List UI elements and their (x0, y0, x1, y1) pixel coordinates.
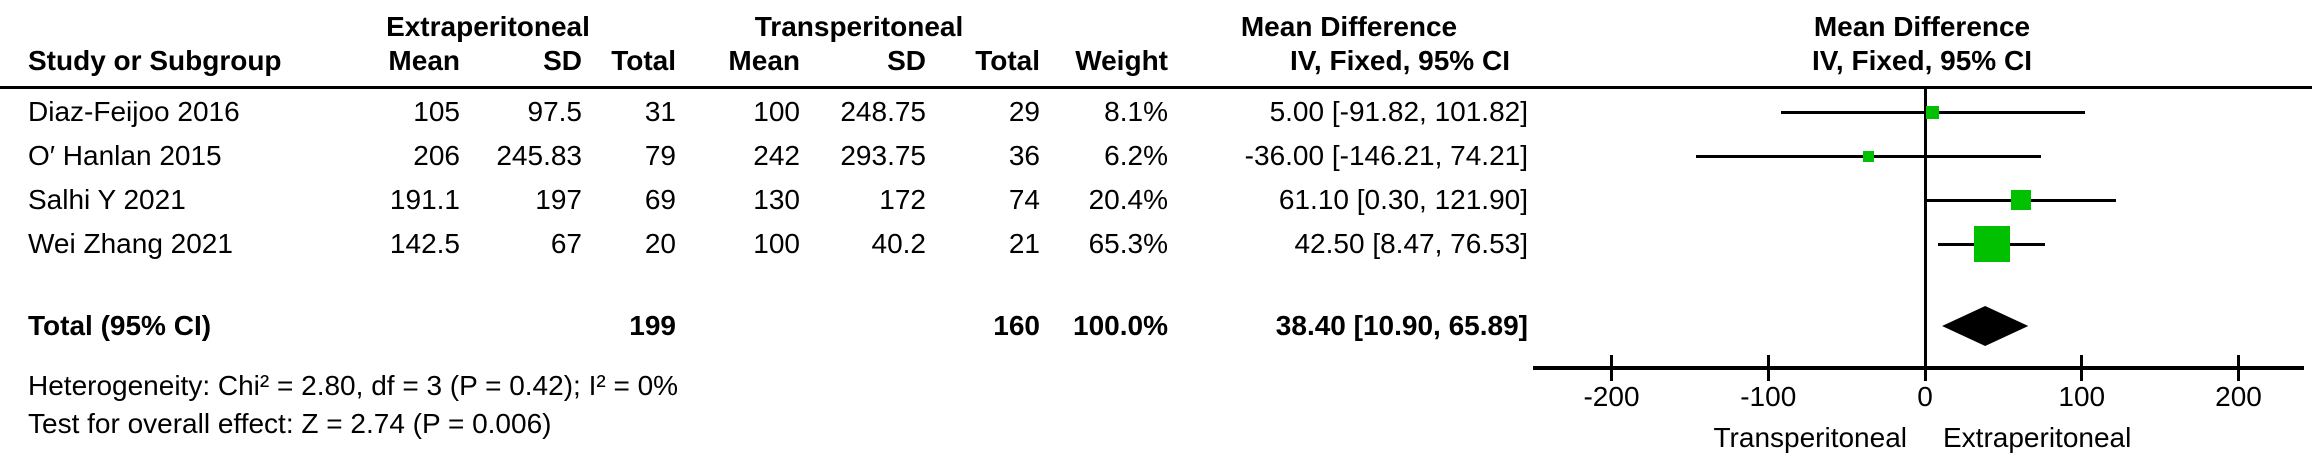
study-row: Diaz-Feijoo 2016 105 97.5 31 100 248.75 … (0, 90, 2312, 134)
total-extra-cell: 79 (644, 140, 676, 171)
study-row: Wei Zhang 2021 142.5 67 20 100 40.2 21 6… (0, 222, 2312, 266)
mean-trans-cell: 130 (753, 184, 800, 215)
total-trans-cell: 21 (1008, 228, 1040, 259)
axis-tick-label: 200 (2215, 381, 2262, 412)
mean-trans-cell: 100 (753, 96, 800, 127)
study-name: Diaz-Feijoo 2016 (28, 96, 240, 127)
mean-extra-cell: 206 (413, 140, 460, 171)
axis-tick (2237, 355, 2240, 381)
mean-extra-cell: 142.5 (389, 228, 460, 259)
weight-cell: 8.1% (1104, 96, 1168, 127)
col-header-study: Study or Subgroup (28, 45, 282, 76)
col-header-total-trans: Total (975, 45, 1040, 76)
axis-tick (1923, 355, 1927, 381)
total-trans-cell: 74 (1008, 184, 1040, 215)
ci-text-cell: 42.50 [8.47, 76.53] (1294, 228, 1528, 259)
col-header-mean-extra: Mean (388, 45, 460, 76)
axis-tick-label: -100 (1740, 381, 1797, 412)
total-trans-cell: 36 (1008, 140, 1040, 171)
mean-extra-cell: 191.1 (389, 184, 460, 215)
study-name: Wei Zhang 2021 (28, 228, 233, 259)
axis-label-left: Transperitoneal (1713, 422, 1907, 453)
group-header-transperitoneal: Transperitoneal (754, 11, 964, 42)
axis-tick-label: -200 (1583, 381, 1640, 412)
group-header-extraperitoneal: Extraperitoneal (386, 11, 590, 42)
total-extra-sum: 199 (629, 310, 676, 341)
total-weight: 100.0% (1073, 310, 1168, 341)
sd-extra-cell: 197 (535, 184, 582, 215)
effect-square (1863, 150, 1875, 162)
total-ci-text: 38.40 [10.90, 65.89] (1275, 310, 1528, 341)
ci-text-cell: 5.00 [-91.82, 101.82] (1269, 96, 1528, 127)
total-extra-cell: 69 (644, 184, 676, 215)
col-header-ci-stats: IV, Fixed, 95% CI (1290, 45, 1510, 76)
col-header-weight: Weight (1075, 45, 1168, 76)
col-header-sd-trans: SD (887, 45, 926, 76)
group-header-mean-difference-plot: Mean Difference (1813, 11, 2031, 42)
overall-effect-note: Test for overall effect: Z = 2.74 (P = 0… (28, 408, 552, 439)
axis-label-right: Extraperitoneal (1943, 422, 2132, 453)
axis-tick-label: 100 (2058, 381, 2106, 412)
sd-extra-cell: 245.83 (496, 140, 582, 171)
sd-extra-cell: 67 (550, 228, 582, 259)
axis-tick-label: 0 (1917, 381, 1933, 412)
effect-square (1973, 226, 2010, 262)
ci-text-cell: 61.10 [0.30, 121.90] (1278, 184, 1528, 215)
sd-trans-cell: 172 (879, 184, 926, 215)
total-diamond (1942, 306, 2029, 346)
ci-text-cell: -36.00 [-146.21, 74.21] (1244, 140, 1528, 171)
sd-extra-cell: 97.5 (527, 96, 583, 127)
mean-trans-cell: 100 (753, 228, 800, 259)
study-name: O′ Hanlan 2015 (28, 140, 222, 171)
total-extra-cell: 31 (644, 96, 676, 127)
study-row: Salhi Y 2021 191.1 197 69 130 172 74 20.… (0, 178, 2312, 222)
total-trans-cell: 29 (1008, 96, 1040, 127)
axis-tick (1610, 355, 1613, 381)
header-underline (0, 86, 2312, 89)
total-row: Total (95% CI) 199 160 100.0% 38.40 [10.… (0, 302, 2312, 350)
weight-cell: 65.3% (1088, 228, 1168, 259)
weight-cell: 6.2% (1104, 140, 1168, 171)
column-header-row: Study or Subgroup Mean SD Total Mean SD … (0, 44, 2312, 78)
x-axis-line (1533, 366, 2305, 370)
group-header-row: Extraperitoneal Transperitoneal Mean Dif… (0, 10, 2312, 44)
total-extra-cell: 20 (644, 228, 676, 259)
heterogeneity-note: Heterogeneity: Chi² = 2.80, df = 3 (P = … (28, 370, 679, 401)
effect-square (2010, 190, 2031, 210)
study-row: O′ Hanlan 2015 206 245.83 79 242 293.75 … (0, 134, 2312, 178)
weight-cell: 20.4% (1088, 184, 1168, 215)
study-name: Salhi Y 2021 (28, 184, 186, 215)
sd-trans-cell: 40.2 (871, 228, 927, 259)
axis-tick (2080, 355, 2084, 381)
col-header-sd-extra: SD (543, 45, 582, 76)
mean-trans-cell: 242 (753, 140, 800, 171)
group-header-mean-difference-stats: Mean Difference (1240, 11, 1458, 42)
total-label: Total (95% CI) (28, 310, 212, 341)
col-header-mean-trans: Mean (728, 45, 800, 76)
col-header-ci-plot: IV, Fixed, 95% CI (1812, 45, 2032, 76)
sd-trans-cell: 293.75 (840, 140, 926, 171)
mean-extra-cell: 105 (413, 96, 460, 127)
total-trans-sum: 160 (993, 310, 1040, 341)
effect-square (1926, 105, 1940, 119)
axis-tick (1766, 355, 1770, 381)
sd-trans-cell: 248.75 (840, 96, 926, 127)
col-header-total-extra: Total (611, 45, 676, 76)
zero-line (1923, 89, 1927, 368)
